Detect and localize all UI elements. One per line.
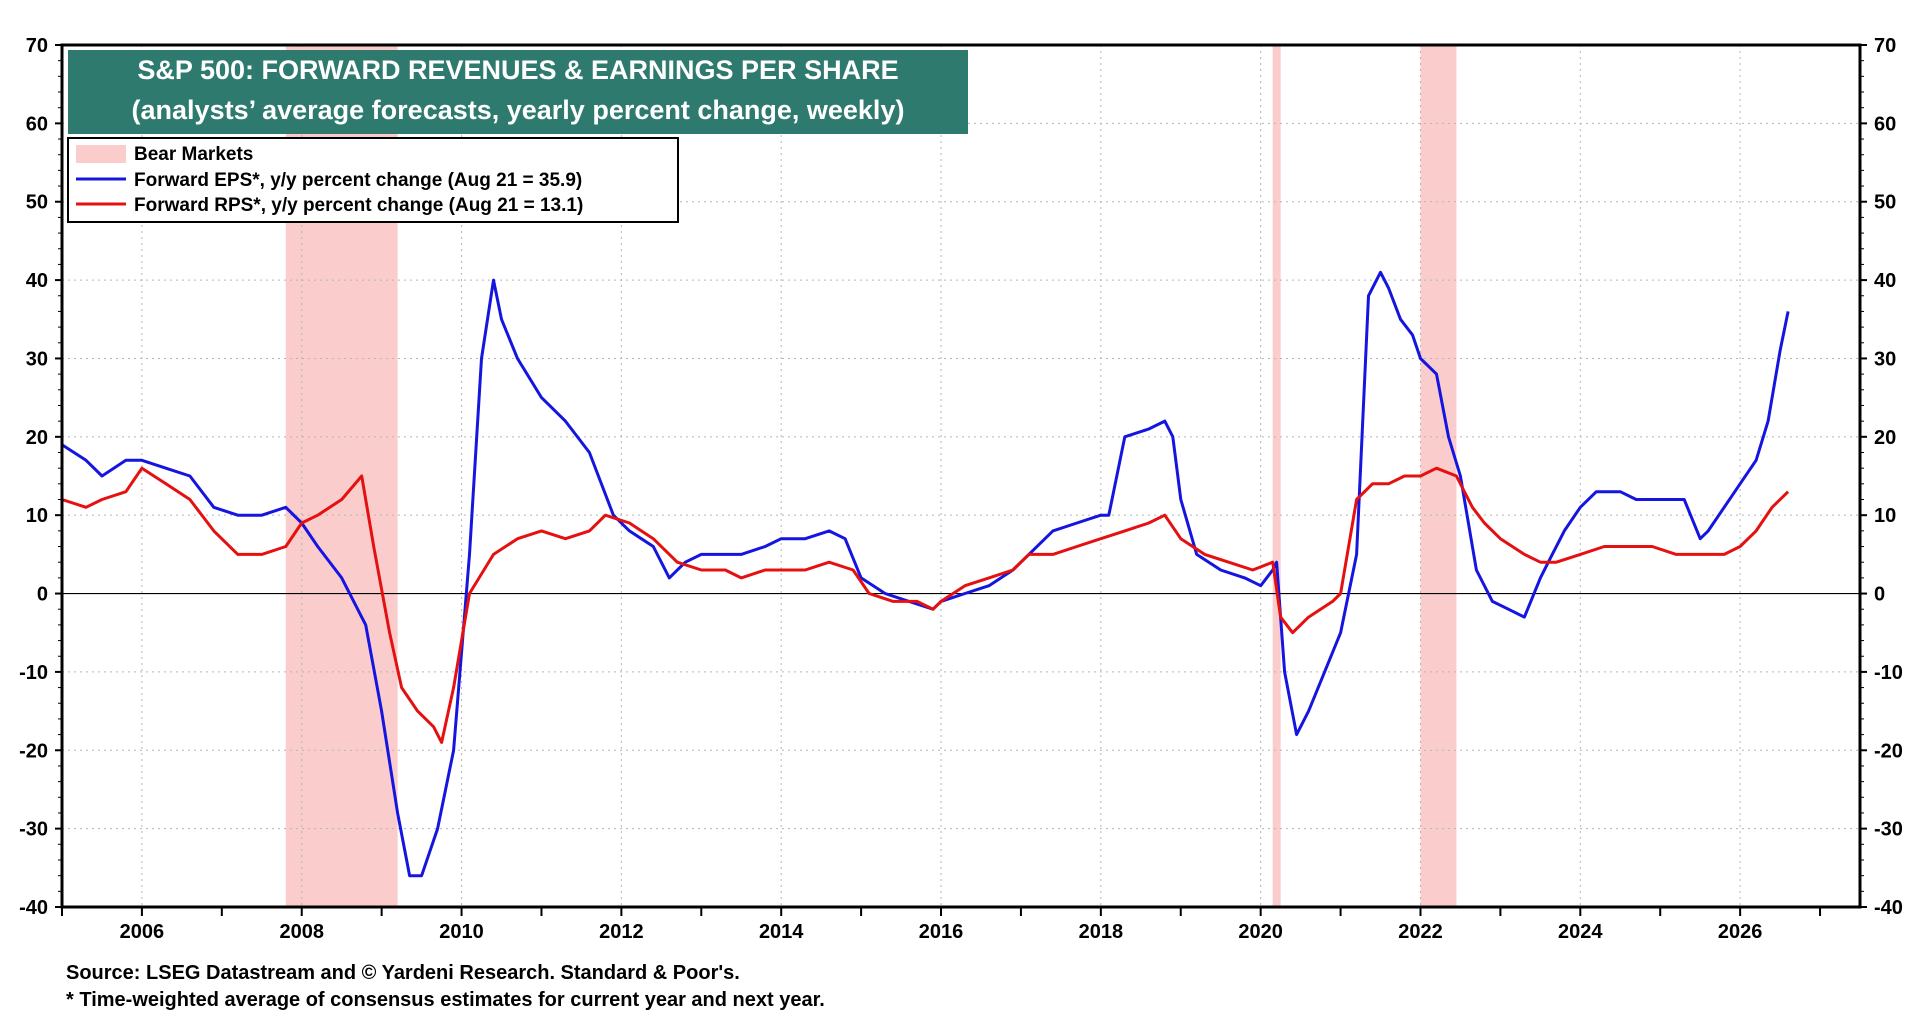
y-tick-label-left: 30 bbox=[26, 348, 48, 370]
legend: Bear Markets Forward EPS*, y/y percent c… bbox=[67, 137, 679, 223]
x-tick-label: 2006 bbox=[120, 921, 165, 943]
y-tick-label-left: 50 bbox=[26, 192, 48, 214]
footnote: * Time-weighted average of consensus est… bbox=[66, 989, 825, 1011]
legend-bear-label: Bear Markets bbox=[134, 144, 253, 165]
y-tick-label-right: 10 bbox=[1874, 505, 1896, 527]
chart-subtitle: (analysts’ average forecasts, yearly per… bbox=[132, 95, 905, 125]
y-tick-label-right: -30 bbox=[1874, 819, 1903, 841]
x-tick-label: 2010 bbox=[439, 921, 484, 943]
y-tick-label-left: 40 bbox=[26, 270, 48, 292]
eps-series-line bbox=[61, 270, 1790, 878]
x-tick-label: 2008 bbox=[279, 921, 324, 943]
x-tick-label: 2020 bbox=[1238, 921, 1283, 943]
y-tick-label-left: -20 bbox=[19, 740, 48, 762]
y-tick-label-right: 40 bbox=[1874, 270, 1896, 292]
bear-market-band-1 bbox=[1272, 45, 1281, 907]
y-tick-label-left: 70 bbox=[26, 35, 48, 57]
y-tick-label-right: -40 bbox=[1874, 897, 1903, 919]
y-tick-label-right: 20 bbox=[1874, 427, 1896, 449]
x-tick-label: 2024 bbox=[1558, 921, 1603, 943]
y-tick-label-right: -10 bbox=[1874, 662, 1903, 684]
y-tick-label-left: 0 bbox=[37, 584, 48, 606]
y-tick-label-left: -40 bbox=[19, 897, 48, 919]
x-tick-label: 2012 bbox=[599, 921, 644, 943]
chart-title: S&P 500: FORWARD REVENUES & EARNINGS PER… bbox=[137, 55, 898, 85]
legend-swatch-bear bbox=[76, 145, 126, 163]
y-tick-label-right: 60 bbox=[1874, 113, 1896, 135]
y-tick-label-right: -20 bbox=[1874, 740, 1903, 762]
y-tick-label-right: 70 bbox=[1874, 35, 1896, 57]
x-tick-label: 2022 bbox=[1398, 921, 1443, 943]
y-tick-label-left: 20 bbox=[26, 427, 48, 449]
rps-series-line bbox=[61, 466, 1790, 744]
y-tick-label-right: 30 bbox=[1874, 348, 1896, 370]
series-lines bbox=[61, 270, 1790, 878]
legend-eps-label: Forward EPS*, y/y percent change (Aug 21… bbox=[134, 170, 582, 191]
bear-market-band-2 bbox=[1420, 45, 1457, 907]
y-tick-label-right: 50 bbox=[1874, 192, 1896, 214]
y-tick-label-left: -10 bbox=[19, 662, 48, 684]
y-tick-label-left: 60 bbox=[26, 113, 48, 135]
x-tick-label: 2016 bbox=[919, 921, 964, 943]
x-tick-label: 2018 bbox=[1079, 921, 1124, 943]
y-tick-label-left: 10 bbox=[26, 505, 48, 527]
y-tick-label-right: 0 bbox=[1874, 584, 1885, 606]
source-note: Source: LSEG Datastream and © Yardeni Re… bbox=[66, 962, 740, 984]
y-tick-label-left: -30 bbox=[19, 819, 48, 841]
plot-frame bbox=[60, 43, 1862, 909]
x-tick-label: 2026 bbox=[1718, 921, 1763, 943]
x-tick-label: 2014 bbox=[759, 921, 804, 943]
legend-rps-label: Forward RPS*, y/y percent change (Aug 21… bbox=[134, 195, 583, 216]
title-box: S&P 500: FORWARD REVENUES & EARNINGS PER… bbox=[68, 50, 968, 134]
